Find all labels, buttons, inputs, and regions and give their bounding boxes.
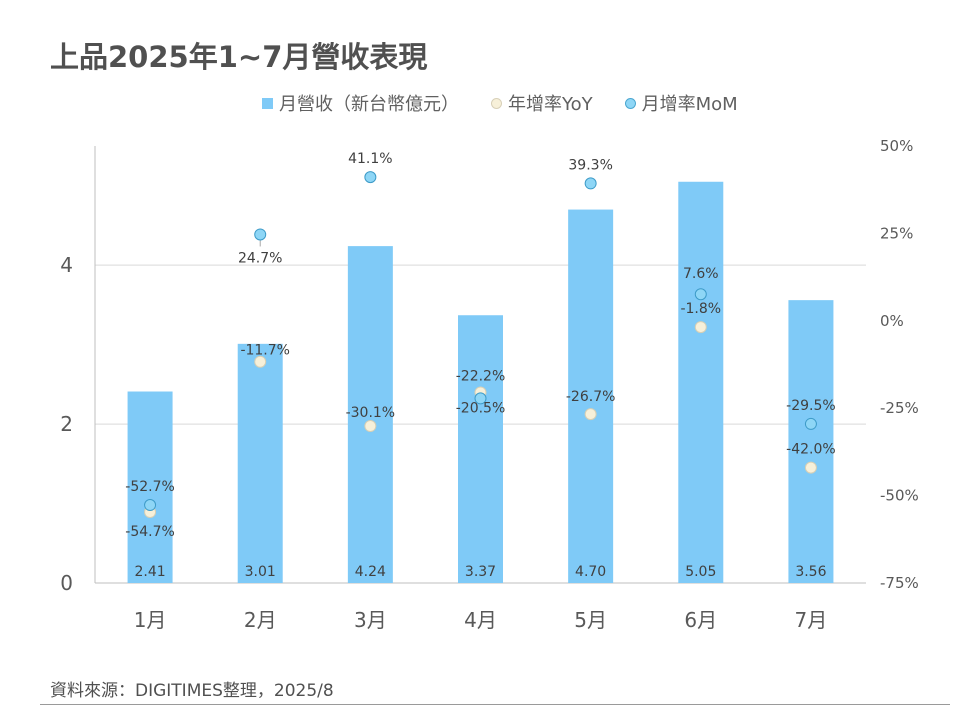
yoy-marker bbox=[694, 321, 707, 334]
mom-marker bbox=[584, 177, 597, 190]
mom-marker bbox=[804, 417, 817, 430]
mom-data-label: 39.3% bbox=[568, 157, 612, 173]
yoy-data-label: -30.1% bbox=[346, 405, 396, 421]
yoy-data-label: -54.7% bbox=[125, 524, 175, 540]
legend-label-revenue: 月營收（新台幣億元） bbox=[279, 94, 459, 115]
x-tick-label: 3月 bbox=[354, 608, 387, 632]
yoy-marker bbox=[584, 408, 597, 421]
bar bbox=[237, 343, 283, 583]
yoy-data-label: -1.8% bbox=[680, 301, 721, 317]
y-left-tick-label: 4 bbox=[60, 253, 73, 277]
bar bbox=[568, 209, 614, 583]
y-right-tick-label: 50% bbox=[880, 137, 913, 155]
mom-data-label: -22.2% bbox=[456, 368, 506, 384]
bar-value-label: 3.01 bbox=[245, 564, 276, 580]
y-right-tick-label: -50% bbox=[880, 487, 919, 505]
y-right-tick-label: -75% bbox=[880, 574, 919, 592]
mom-marker bbox=[474, 392, 487, 405]
bar-value-label: 4.24 bbox=[355, 564, 386, 580]
yoy-marker bbox=[804, 461, 817, 474]
mom-marker bbox=[254, 228, 267, 241]
legend-label-mom: 月增率MoM bbox=[641, 94, 738, 115]
legend-item-mom: 月增率MoM bbox=[624, 90, 738, 116]
legend-item-revenue: 月營收（新台幣億元） bbox=[262, 90, 459, 116]
chart-title: 上品2025年1~7月營收表現 bbox=[50, 40, 428, 74]
mom-data-label: 7.6% bbox=[683, 266, 719, 282]
bar bbox=[678, 181, 724, 583]
y-left-tick-label: 2 bbox=[60, 412, 73, 436]
mom-data-label: -52.7% bbox=[125, 479, 175, 495]
mom-data-label: 41.1% bbox=[348, 151, 392, 167]
bar bbox=[127, 391, 173, 583]
yoy-data-label: -20.5% bbox=[456, 400, 506, 416]
legend-item-yoy: 年增率YoY bbox=[491, 90, 593, 116]
bar bbox=[347, 246, 393, 583]
legend-swatch-mom bbox=[624, 97, 636, 109]
x-tick-label: 4月 bbox=[464, 608, 497, 632]
bar-value-label: 3.37 bbox=[465, 564, 496, 580]
y-right-tick-label: 0% bbox=[880, 312, 904, 330]
x-tick-label: 7月 bbox=[795, 608, 828, 632]
x-tick-label: 5月 bbox=[574, 608, 607, 632]
mom-marker bbox=[364, 171, 377, 184]
x-tick-label: 2月 bbox=[244, 608, 277, 632]
y-left-tick-label: 0 bbox=[60, 571, 73, 595]
yoy-data-label: -42.0% bbox=[786, 442, 836, 458]
yoy-marker bbox=[254, 355, 267, 368]
legend-swatch-yoy bbox=[491, 97, 502, 109]
mom-data-label: 24.7% bbox=[238, 250, 282, 266]
mom-marker bbox=[694, 288, 707, 301]
chart-legend: 月營收（新台幣億元） 年增率YoY 月增率MoM bbox=[262, 90, 738, 116]
x-tick-label: 1月 bbox=[134, 608, 167, 632]
bar-value-label: 3.56 bbox=[795, 564, 826, 580]
bar-value-label: 5.05 bbox=[685, 564, 716, 580]
source-note: 資料來源：DIGITIMES整理，2025/8 bbox=[50, 681, 334, 701]
mom-data-label: -29.5% bbox=[786, 398, 836, 414]
x-tick-label: 6月 bbox=[684, 608, 717, 632]
bar bbox=[458, 315, 503, 583]
mom-marker bbox=[144, 499, 157, 512]
yoy-marker bbox=[364, 420, 377, 433]
bar bbox=[788, 300, 834, 583]
bar-value-label: 4.70 bbox=[575, 564, 606, 580]
footer-divider bbox=[40, 704, 950, 705]
y-right-tick-label: -25% bbox=[880, 399, 919, 417]
yoy-data-label: -26.7% bbox=[566, 389, 616, 405]
bar-value-label: 2.41 bbox=[134, 564, 165, 580]
legend-label-yoy: 年增率YoY bbox=[508, 94, 593, 115]
legend-swatch-revenue bbox=[262, 97, 273, 109]
yoy-data-label: -11.7% bbox=[240, 343, 290, 359]
y-right-tick-label: 25% bbox=[880, 224, 913, 242]
